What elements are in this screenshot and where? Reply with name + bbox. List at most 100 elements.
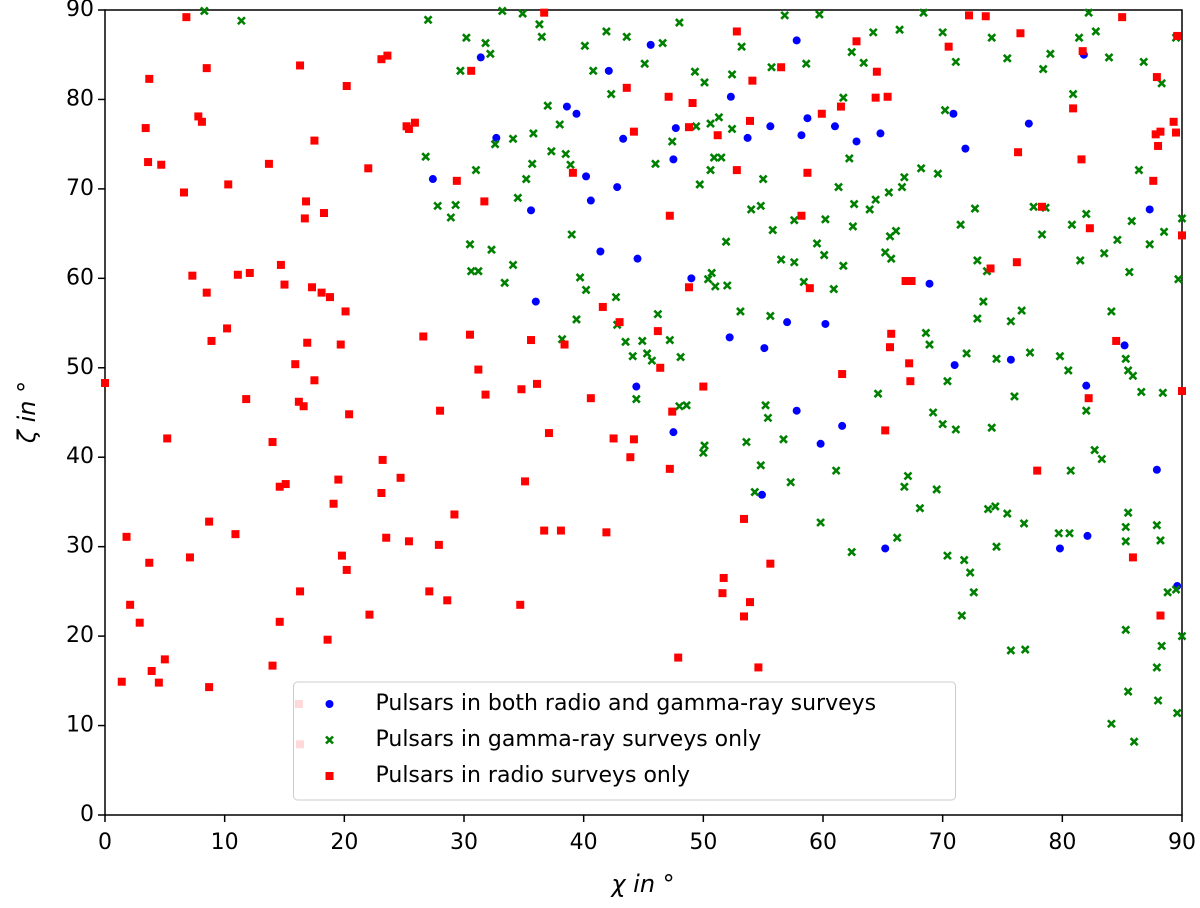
- point: [197, 117, 206, 126]
- point: [1139, 57, 1149, 67]
- point: [611, 292, 621, 302]
- point: [1068, 89, 1078, 99]
- point: [467, 66, 476, 75]
- point: [695, 179, 705, 189]
- point: [682, 400, 691, 410]
- point: [925, 340, 934, 349]
- point: [700, 441, 709, 451]
- point: [560, 340, 569, 349]
- point: [1029, 202, 1039, 212]
- point: [490, 139, 500, 149]
- point: [345, 410, 354, 419]
- point: [760, 344, 769, 353]
- point: [780, 10, 790, 20]
- point: [223, 324, 232, 333]
- point: [838, 421, 847, 430]
- point: [746, 116, 755, 125]
- point: [676, 352, 686, 362]
- point: [609, 434, 618, 443]
- point: [1045, 49, 1055, 59]
- point: [703, 274, 713, 284]
- y-tick-label: 70: [66, 176, 94, 201]
- point: [748, 76, 757, 85]
- point: [838, 93, 848, 103]
- point: [480, 197, 489, 206]
- point: [961, 144, 970, 153]
- point: [1154, 141, 1163, 150]
- point: [188, 271, 197, 280]
- point: [497, 6, 507, 16]
- legend-label: Pulsars in radio surveys only: [376, 763, 691, 788]
- point: [665, 335, 675, 345]
- point: [709, 153, 719, 163]
- point: [299, 402, 308, 411]
- point: [766, 122, 775, 131]
- point: [224, 180, 233, 189]
- point: [969, 587, 979, 597]
- point: [334, 475, 343, 484]
- point: [1136, 387, 1146, 397]
- point: [451, 200, 461, 210]
- point: [714, 112, 724, 122]
- point: [1019, 518, 1029, 528]
- point: [383, 51, 392, 60]
- point: [473, 266, 483, 276]
- point: [521, 174, 531, 184]
- point: [1152, 662, 1162, 672]
- point: [207, 336, 216, 345]
- y-tick-label: 80: [66, 86, 94, 111]
- point: [1024, 119, 1033, 128]
- point: [1006, 355, 1015, 364]
- x-tick-label: 0: [98, 830, 112, 855]
- point: [891, 226, 901, 236]
- point: [978, 297, 988, 307]
- point: [852, 37, 861, 46]
- point: [938, 27, 948, 37]
- point: [906, 377, 915, 386]
- point: [300, 214, 309, 223]
- point: [1158, 388, 1168, 398]
- point: [622, 32, 632, 42]
- point: [901, 277, 910, 286]
- point: [970, 204, 980, 213]
- point: [508, 260, 518, 270]
- point: [1156, 535, 1165, 545]
- point: [163, 434, 172, 443]
- point: [887, 329, 896, 338]
- point: [517, 385, 526, 394]
- point: [1084, 394, 1093, 403]
- x-tick-label: 20: [330, 830, 358, 855]
- point: [145, 558, 154, 567]
- point: [245, 268, 254, 277]
- point: [797, 131, 806, 140]
- point: [264, 159, 273, 168]
- point: [126, 600, 135, 609]
- point: [1123, 687, 1133, 696]
- x-tick-label: 80: [1048, 830, 1076, 855]
- point: [907, 277, 916, 286]
- point: [601, 27, 611, 36]
- point: [404, 124, 413, 133]
- point: [871, 93, 880, 102]
- point: [1145, 239, 1155, 249]
- point: [1104, 52, 1114, 62]
- point: [986, 264, 995, 273]
- point: [1017, 306, 1027, 315]
- point: [310, 376, 319, 385]
- point: [1033, 466, 1042, 475]
- point: [598, 302, 607, 311]
- x-tick-label: 30: [450, 830, 478, 855]
- point: [805, 284, 814, 293]
- point: [932, 485, 942, 494]
- point: [492, 133, 501, 142]
- point: [404, 537, 413, 546]
- point: [691, 121, 701, 131]
- point: [160, 655, 169, 664]
- point: [700, 78, 709, 87]
- y-tick-label: 30: [66, 534, 94, 559]
- point: [674, 653, 683, 662]
- point: [588, 66, 598, 76]
- point: [425, 587, 434, 596]
- x-tick-label: 50: [689, 830, 717, 855]
